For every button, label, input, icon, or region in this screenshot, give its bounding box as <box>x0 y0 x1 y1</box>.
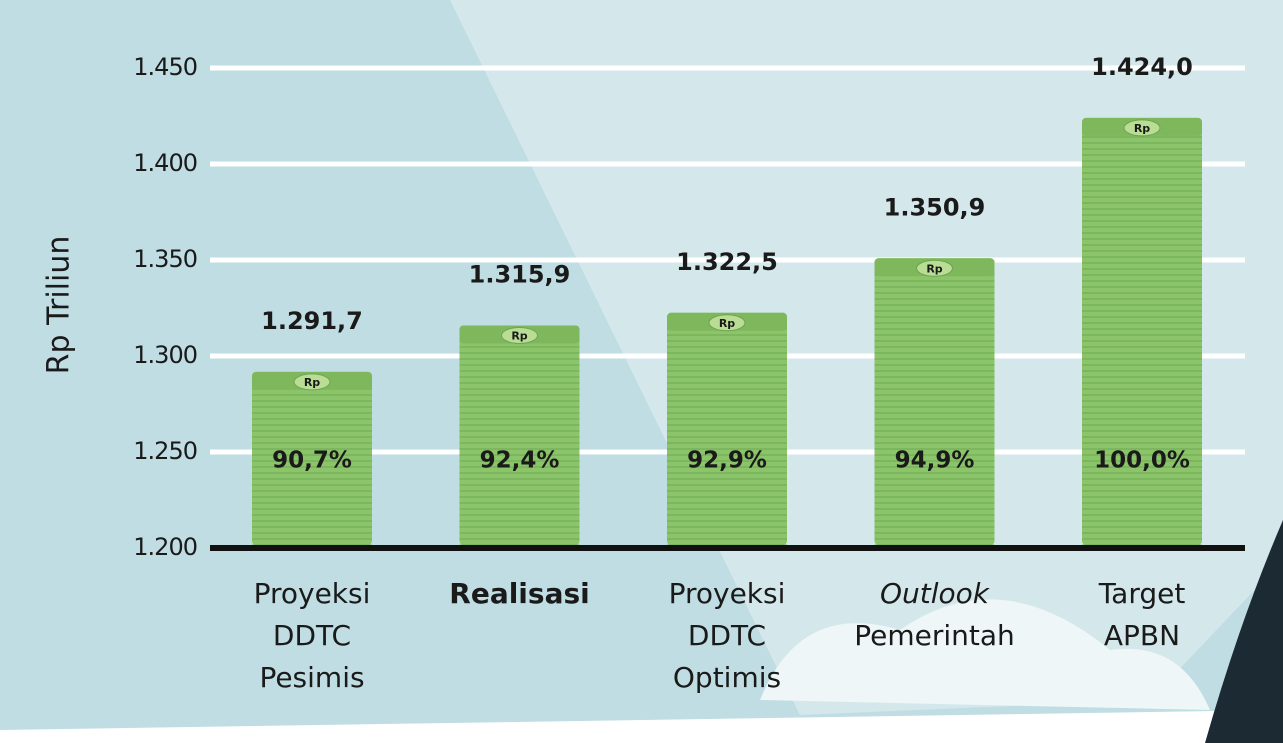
share-label: 92,9% <box>687 448 767 474</box>
stack-stripes <box>252 383 372 545</box>
share-label: 90,7% <box>272 448 352 474</box>
coin-label: Rp <box>926 262 942 275</box>
value-label: 1.424,0 <box>1091 53 1193 81</box>
y-tick-label: 1.350 <box>133 245 197 273</box>
x-tick-label: Pemerintah <box>854 619 1015 652</box>
x-tick-label: Proyeksi <box>254 577 371 610</box>
coin <box>293 373 331 391</box>
share-label: 94,9% <box>895 448 975 474</box>
stack-stripes <box>459 337 580 545</box>
stack-stripes <box>1082 129 1202 546</box>
coin <box>916 259 953 277</box>
x-tick-label: DDTC <box>688 619 766 652</box>
value-label: 1.315,9 <box>469 260 571 288</box>
y-tick-label: 1.250 <box>133 437 197 465</box>
coin <box>1123 119 1161 137</box>
x-tick-label: Target <box>1098 577 1186 610</box>
coin-label: Rp <box>511 329 527 342</box>
cloud <box>760 599 1210 710</box>
x-tick-label: APBN <box>1104 619 1180 652</box>
y-tick-label: 1.450 <box>133 53 197 81</box>
share-label: 92,4% <box>480 448 560 474</box>
coin-label: Rp <box>1134 122 1150 135</box>
y-tick-label: 1.400 <box>133 149 197 177</box>
value-label: 1.322,5 <box>676 248 778 276</box>
y-axis-label: Rp Triliun <box>42 236 77 375</box>
x-tick-label: Pesimis <box>259 661 364 694</box>
coin-label: Rp <box>719 317 735 330</box>
stack-stripes <box>667 324 787 545</box>
x-tick-label: Optimis <box>673 661 781 694</box>
value-label: 1.291,7 <box>261 307 363 335</box>
coin-label: Rp <box>304 376 320 389</box>
share-label: 100,0% <box>1094 448 1190 474</box>
y-tick-label: 1.300 <box>133 341 197 369</box>
value-label: 1.350,9 <box>884 193 986 221</box>
x-tick-label: Realisasi <box>449 577 589 610</box>
stack-stripes <box>874 270 995 545</box>
coin <box>501 326 538 344</box>
x-tick-label: Outlook <box>880 577 991 610</box>
x-tick-label: DDTC <box>273 619 351 652</box>
y-tick-label: 1.200 <box>133 533 197 561</box>
x-tick-label: Proyeksi <box>669 577 786 610</box>
coin <box>708 314 746 332</box>
corner-shape <box>1205 520 1283 743</box>
